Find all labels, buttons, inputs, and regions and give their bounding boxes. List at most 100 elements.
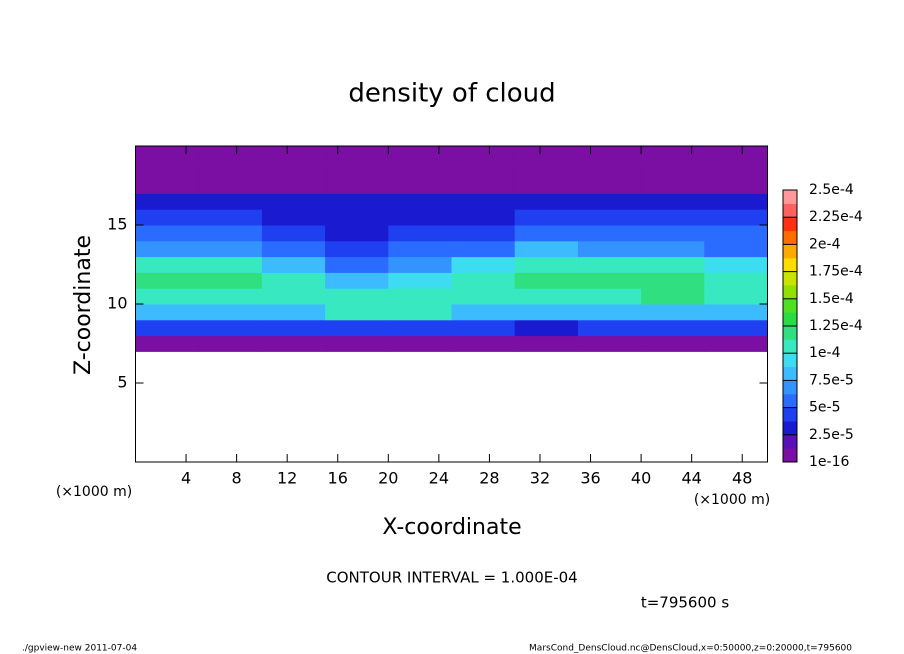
cell	[514, 240, 579, 258]
cell	[641, 335, 705, 352]
cell	[325, 319, 389, 337]
cell	[388, 225, 452, 242]
x-tick-label: 48	[732, 469, 752, 488]
cell	[325, 209, 389, 226]
cell	[135, 288, 200, 305]
cell	[325, 304, 389, 321]
colorbar-label: 1e-16	[809, 454, 849, 470]
cell	[135, 304, 200, 321]
cell	[704, 272, 768, 289]
cell	[135, 193, 200, 210]
cell	[325, 225, 389, 242]
cell	[325, 177, 389, 194]
footer-left: ./gpview-new 2011-07-04	[22, 644, 137, 654]
cell	[261, 256, 326, 273]
cell	[704, 193, 768, 210]
x-tick-label: 28	[479, 469, 499, 488]
cell	[451, 177, 516, 194]
cell	[261, 335, 326, 352]
cell	[198, 209, 263, 226]
cell	[451, 240, 516, 258]
colorbar-label: 5e-5	[809, 400, 840, 416]
cell	[261, 304, 326, 321]
cell	[325, 272, 389, 289]
cell	[451, 319, 516, 337]
cell	[514, 225, 579, 242]
colorbar-band	[783, 421, 797, 436]
cell	[704, 161, 768, 179]
cell	[261, 193, 326, 210]
cell	[388, 256, 452, 273]
cell	[198, 288, 263, 305]
axes: 4 8 12 16 20 24 28 32 36 40 44 48510151e-162.5e-55e…	[107, 145, 863, 488]
cell	[325, 288, 389, 305]
chart-title: density of cloud	[348, 79, 555, 109]
colorbar-band	[783, 217, 797, 232]
y-unit-label: (×1000 m)	[56, 484, 132, 500]
colorbar-label: 7.5e-5	[809, 372, 854, 388]
cell	[451, 304, 516, 321]
cell	[198, 146, 263, 163]
x-tick-label: 16	[328, 469, 348, 488]
colorbar-band	[783, 394, 797, 408]
cell	[451, 256, 516, 273]
x-tick-label: 24	[429, 469, 449, 488]
cell	[451, 146, 516, 163]
cell	[577, 177, 642, 194]
cell	[641, 319, 705, 337]
colorbar-band	[783, 448, 797, 463]
cell	[198, 304, 263, 321]
cell	[388, 335, 452, 352]
cell	[388, 240, 452, 258]
cell	[388, 161, 452, 179]
cell	[135, 240, 200, 258]
cell	[388, 304, 452, 321]
cell	[325, 240, 389, 258]
cell	[577, 304, 642, 321]
cell	[577, 225, 642, 242]
cell	[704, 177, 768, 194]
time-label: t=795600 s	[641, 594, 729, 612]
cell	[451, 272, 516, 289]
cell	[451, 335, 516, 352]
y-tick-label: 15	[107, 215, 127, 234]
cell	[388, 272, 452, 289]
colorbar-band	[783, 285, 797, 300]
cell	[198, 256, 263, 273]
colorbar-band	[783, 434, 797, 449]
cell	[704, 146, 768, 163]
cell	[577, 240, 642, 258]
cell	[261, 146, 326, 163]
x-unit-label: (×1000 m)	[694, 492, 770, 508]
cell	[325, 335, 389, 352]
colorbar-band	[783, 258, 797, 272]
cell	[641, 288, 705, 305]
cell	[704, 288, 768, 305]
x-tick-label: 12	[277, 469, 297, 488]
cell	[577, 161, 642, 179]
cell	[514, 272, 579, 289]
cell	[514, 146, 579, 163]
cell	[641, 272, 705, 289]
colorbar-band	[783, 326, 797, 340]
cell	[325, 146, 389, 163]
cell	[135, 256, 200, 273]
cell	[388, 193, 452, 210]
cell	[451, 209, 516, 226]
contour-note: CONTOUR INTERVAL = 1.000E-04	[326, 569, 577, 587]
cell	[135, 177, 200, 194]
cell	[704, 225, 768, 242]
cell	[198, 335, 263, 352]
cell	[704, 335, 768, 352]
cell	[261, 209, 326, 226]
cell	[388, 319, 452, 337]
y-tick-label: 5	[117, 373, 127, 392]
x-tick-label: 20	[378, 469, 398, 488]
colorbar-label: 1.25e-4	[809, 318, 863, 334]
y-tick-label: 10	[107, 294, 127, 313]
cell	[388, 177, 452, 194]
colorbar-label: 1.5e-4	[809, 291, 854, 307]
colorbar-label: 1e-4	[809, 345, 841, 361]
cell	[198, 161, 263, 179]
